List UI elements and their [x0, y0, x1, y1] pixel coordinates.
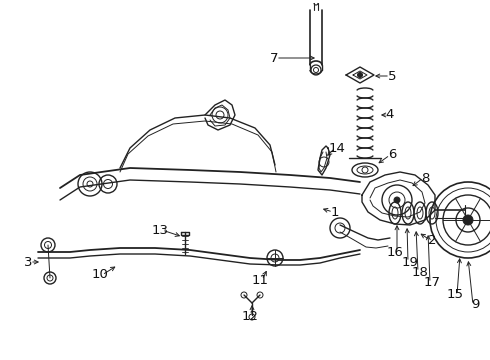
Text: 6: 6	[388, 148, 396, 162]
Text: 7: 7	[270, 51, 278, 64]
Circle shape	[463, 215, 473, 225]
Text: 2: 2	[428, 234, 436, 247]
Text: 11: 11	[251, 274, 269, 287]
Text: 18: 18	[412, 266, 428, 279]
Text: 9: 9	[471, 298, 479, 311]
Text: 5: 5	[388, 69, 396, 82]
Text: 10: 10	[92, 269, 108, 282]
Text: 12: 12	[242, 310, 259, 323]
Text: 13: 13	[151, 224, 169, 237]
Circle shape	[358, 72, 363, 77]
Text: 14: 14	[329, 141, 345, 154]
Text: 4: 4	[386, 108, 394, 122]
Text: 3: 3	[24, 256, 32, 269]
Text: 16: 16	[387, 246, 403, 258]
Circle shape	[394, 197, 400, 203]
Text: 15: 15	[446, 288, 464, 302]
Text: 1: 1	[331, 206, 339, 219]
Text: 19: 19	[402, 256, 418, 269]
Text: 8: 8	[421, 171, 429, 184]
Text: 17: 17	[423, 276, 441, 289]
